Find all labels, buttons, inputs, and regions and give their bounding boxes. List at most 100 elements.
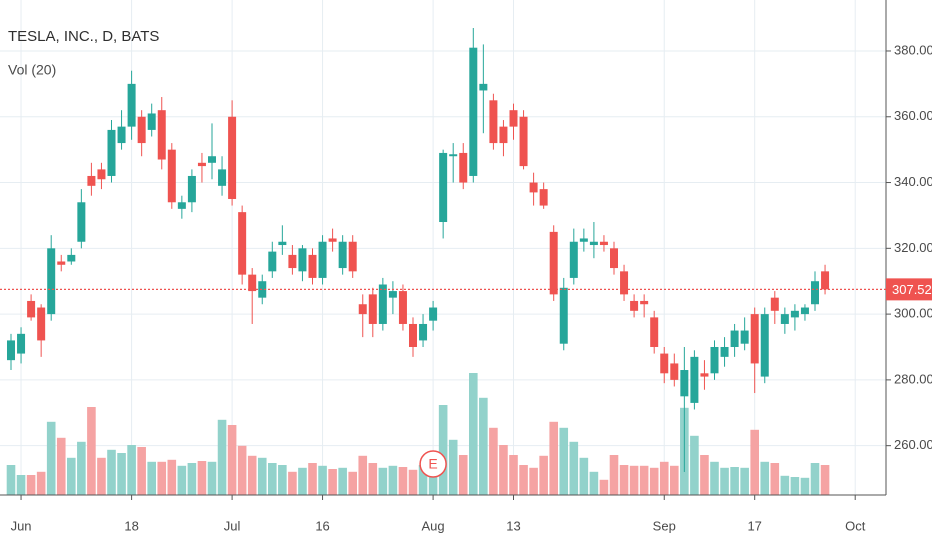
volume-bar — [539, 455, 548, 495]
volume-bar — [97, 457, 106, 495]
volume-bar — [448, 439, 458, 495]
x-tick-label: 16 — [315, 518, 329, 533]
volume-bar — [6, 465, 16, 495]
volume-bar — [740, 467, 749, 495]
candle-body — [710, 346, 719, 374]
y-tick-label: 340.00 — [894, 174, 932, 189]
volume-label: Vol (20) — [8, 62, 56, 78]
volume-bar — [117, 453, 126, 495]
candle-body — [630, 300, 639, 311]
candle-body — [57, 261, 66, 265]
candle-body — [439, 152, 448, 223]
volume-bar — [137, 447, 146, 495]
volume-bar — [720, 467, 729, 495]
candle-body — [579, 238, 588, 242]
volume-bar — [46, 421, 56, 495]
volume-bar — [177, 465, 187, 495]
volume-bar — [609, 455, 619, 495]
volume-bar — [298, 467, 307, 495]
volume-bar — [257, 457, 267, 495]
candle-body — [750, 314, 759, 364]
candle-body — [27, 300, 36, 318]
x-tick-label: 18 — [124, 518, 138, 533]
chart-title: TESLA, INC., D, BATS — [8, 28, 159, 45]
candle-body — [238, 212, 247, 275]
candle-body — [821, 271, 830, 290]
x-tick-label: Sep — [653, 518, 676, 533]
candle-body — [539, 189, 548, 206]
candle-body — [409, 323, 417, 347]
volume-bar — [730, 467, 739, 495]
volume-bar — [77, 441, 86, 495]
volume-bar — [469, 373, 478, 495]
volume-bar — [499, 445, 508, 495]
candle-body — [620, 271, 629, 295]
volume-bar — [67, 457, 76, 495]
candle-body — [218, 169, 227, 186]
volume-bar — [649, 467, 659, 495]
candle-body — [469, 47, 478, 176]
candle-body — [610, 248, 618, 269]
candle-body — [147, 113, 156, 130]
volume-bar — [398, 467, 408, 495]
candle-body — [308, 254, 317, 278]
volume-bar — [418, 465, 428, 495]
candle-body — [549, 231, 558, 295]
x-tick-label: 17 — [747, 518, 761, 533]
earnings-label: E — [428, 456, 437, 472]
candle-body — [167, 149, 176, 203]
candle-body — [228, 116, 237, 199]
candle-body — [107, 129, 116, 176]
volume-bar — [670, 465, 679, 495]
volume-bar — [810, 463, 820, 495]
candle-body — [288, 254, 297, 269]
volume-bar — [348, 471, 357, 495]
candle-body — [358, 304, 367, 315]
volume-bar — [87, 407, 96, 495]
volume-bar — [589, 471, 599, 495]
candle-body — [97, 169, 106, 180]
candle-body — [77, 202, 86, 242]
volume-bar — [629, 465, 639, 495]
candle-body — [117, 126, 126, 144]
volume-bar — [579, 457, 589, 495]
candle-body — [519, 116, 528, 167]
volume-bar — [147, 461, 156, 495]
candle-body — [569, 241, 578, 278]
candle-body — [780, 314, 789, 324]
candle-body — [278, 241, 287, 246]
candle-body — [87, 175, 96, 186]
candle-body — [700, 373, 709, 377]
volume-bar — [690, 435, 699, 495]
volume-bar — [237, 445, 247, 495]
volume-bar — [308, 463, 317, 495]
candle-body — [640, 300, 649, 305]
y-tick-label: 380.00 — [894, 42, 932, 57]
candle-body — [730, 330, 739, 347]
volume-bar — [26, 475, 36, 495]
volume-bar — [16, 475, 26, 495]
volume-bar — [207, 461, 217, 495]
volume-bar — [509, 455, 518, 495]
candle-body — [479, 83, 488, 91]
candle-body — [67, 254, 76, 262]
candle-body — [318, 241, 327, 278]
candle-body — [660, 353, 669, 374]
volume-bar — [107, 449, 116, 495]
volume-bar — [750, 429, 759, 495]
candle-body — [338, 241, 347, 269]
volume-bar — [599, 479, 609, 495]
volume-bar — [157, 461, 167, 495]
volume-bar — [388, 465, 398, 495]
volume-bar — [659, 461, 669, 495]
earnings-marker — [419, 450, 447, 478]
candle-body — [599, 241, 608, 246]
candle-body — [328, 238, 337, 242]
volume-bar — [358, 455, 368, 495]
volume-bar — [569, 441, 579, 495]
y-tick-label: 260.00 — [894, 437, 932, 452]
candle-body — [17, 333, 26, 354]
candle-body — [489, 100, 498, 144]
x-tick-label: Aug — [422, 518, 445, 533]
volume-bar — [800, 477, 810, 495]
